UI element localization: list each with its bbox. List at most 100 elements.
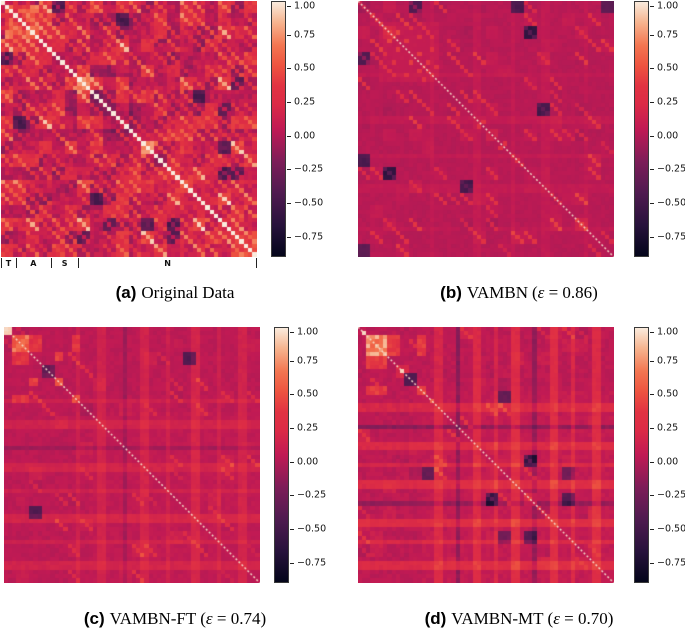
colorbar-tick-label: −0.25 (657, 489, 685, 501)
colorbar-tick-label: −0.25 (657, 163, 685, 175)
epsilon-symbol: ε (537, 283, 545, 302)
colorbar-tick-mark (290, 394, 294, 396)
colorbar-tick-label: 0.25 (294, 96, 316, 108)
colorbar-tick-label: 1.00 (657, 326, 679, 337)
math-open: ( (531, 283, 538, 302)
colorbar-tick-mark (290, 461, 294, 463)
colorbar-tick-mark (650, 529, 654, 531)
caption-b-epsilon: (ε = 0.86) (532, 283, 598, 302)
colorbar-a: 1.00 0.75 0.50 0.25 0.00 −0.25 −0.50 −0.75 (271, 0, 333, 257)
colorbar-d: 1.00 0.75 0.50 0.25 0.00 −0.25 −0.50 −0.75 (634, 326, 685, 583)
axis-group-separator (78, 258, 79, 268)
colorbar-tick-label: −0.50 (657, 523, 685, 535)
colorbar-tick-mark (290, 331, 294, 333)
colorbar-tick-mark (650, 562, 654, 564)
colorbar-d-gradient (634, 327, 649, 583)
colorbar-tick-mark (287, 34, 291, 36)
colorbar-tick-label: 0.75 (294, 29, 316, 41)
colorbar-tick-label: −0.75 (657, 231, 685, 243)
colorbar-tick-mark (650, 236, 654, 238)
caption-panel-a: (a) Original Data (10, 283, 340, 303)
caption-c-epsilon: (ε = 0.74) (200, 609, 266, 628)
colorbar-c: 1.00 0.75 0.50 0.25 0.00 −0.25 −0.50 −0.75 (274, 326, 336, 583)
colorbar-tick-label: −0.25 (297, 489, 327, 501)
colorbar-tick-label: 0.25 (657, 422, 679, 434)
colorbar-tick-label: 0.75 (657, 29, 679, 41)
axis-group-separator (1, 258, 2, 268)
colorbar-tick-mark (650, 203, 654, 205)
colorbar-tick-mark (287, 5, 291, 7)
heatmap-panel-c (4, 327, 260, 583)
caption-panel-c: (c) VAMBN-FT (ε = 0.74) (10, 609, 340, 629)
colorbar-tick-mark (290, 562, 294, 564)
caption-d-epsilon: (ε = 0.70) (548, 609, 614, 628)
math-open: ( (547, 609, 554, 628)
colorbar-tick-mark (650, 34, 654, 36)
epsilon-symbol: ε (553, 609, 560, 628)
caption-c-label: (c) (83, 609, 105, 628)
colorbar-tick-mark (650, 102, 654, 104)
colorbar-tick-mark (650, 495, 654, 497)
colorbar-tick-mark (650, 5, 654, 7)
colorbar-tick-mark (650, 360, 654, 362)
colorbar-tick-mark (287, 102, 291, 104)
colorbar-tick-mark (290, 428, 294, 430)
axis-group-label-s: S (61, 259, 68, 268)
colorbar-tick-label: −0.75 (294, 231, 324, 243)
colorbar-tick-mark (287, 68, 291, 70)
colorbar-tick-mark (650, 169, 654, 171)
colorbar-c-gradient (274, 327, 289, 583)
axis-group-label-a: A (30, 259, 37, 268)
epsilon-symbol: ε (205, 609, 213, 628)
colorbar-tick-mark (287, 236, 291, 238)
heatmap-panel-b (358, 1, 614, 257)
colorbar-tick-mark (287, 203, 291, 205)
colorbar-tick-label: 0.00 (294, 130, 316, 142)
colorbar-tick-mark (290, 360, 294, 362)
colorbar-tick-mark (650, 331, 654, 333)
colorbar-tick-label: −0.25 (294, 163, 324, 175)
colorbar-tick-label: 0.25 (297, 422, 319, 434)
colorbar-tick-label: 0.50 (297, 388, 319, 400)
math-rest: = 0.70) (559, 609, 614, 628)
axis-group-label-n: N (164, 259, 171, 268)
colorbar-b: 1.00 0.75 0.50 0.25 0.00 −0.25 −0.50 −0.75 (634, 0, 685, 257)
colorbar-tick-mark (650, 461, 654, 463)
colorbar-tick-mark (287, 169, 291, 171)
colorbar-tick-label: −0.50 (294, 197, 324, 209)
caption-a-label: (a) (115, 283, 137, 302)
math-rest: = 0.86) (544, 283, 598, 302)
caption-a-title: Original Data (141, 283, 235, 302)
caption-d-label: (d) (424, 609, 447, 628)
colorbar-tick-mark (650, 428, 654, 430)
axis-group-separator (51, 258, 52, 268)
colorbar-tick-label: 1.00 (294, 0, 316, 11)
colorbar-tick-label: −0.50 (657, 197, 685, 209)
colorbar-tick-label: 0.25 (657, 96, 679, 108)
colorbar-tick-label: −0.75 (657, 557, 685, 569)
colorbar-tick-label: 1.00 (657, 0, 679, 11)
colorbar-tick-label: 0.00 (657, 456, 679, 468)
colorbar-tick-mark (287, 135, 291, 137)
axis-group-separator (256, 258, 257, 268)
caption-d-title: VAMBN-MT (451, 609, 544, 628)
caption-panel-d: (d) VAMBN-MT (ε = 0.70) (353, 609, 685, 629)
colorbar-tick-label: 0.50 (657, 388, 679, 400)
axis-group-label-t: T (5, 259, 12, 268)
colorbar-b-gradient (634, 1, 649, 257)
colorbar-tick-mark (290, 529, 294, 531)
colorbar-tick-mark (650, 394, 654, 396)
colorbar-a-gradient (271, 1, 286, 257)
caption-b-title: VAMBN (466, 283, 528, 302)
heatmap-panel-d (358, 327, 614, 583)
colorbar-tick-label: 1.00 (297, 326, 319, 337)
caption-c-title: VAMBN-FT (109, 609, 197, 628)
colorbar-tick-label: −0.75 (297, 557, 327, 569)
colorbar-tick-label: 0.75 (297, 355, 319, 367)
math-rest: = 0.74) (212, 609, 267, 628)
caption-panel-b: (b) VAMBN (ε = 0.86) (353, 283, 685, 303)
axis-group-separator (16, 258, 17, 268)
caption-b-label: (b) (440, 283, 462, 302)
